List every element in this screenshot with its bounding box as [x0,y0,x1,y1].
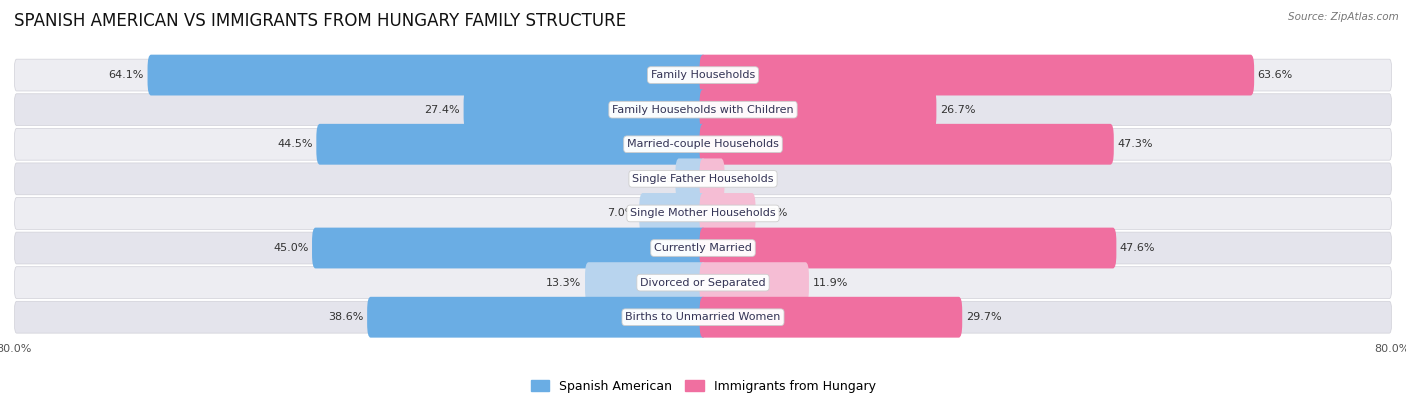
Text: 47.3%: 47.3% [1118,139,1153,149]
Text: 7.0%: 7.0% [607,209,636,218]
Text: 64.1%: 64.1% [108,70,143,80]
FancyBboxPatch shape [14,267,1392,299]
Text: Currently Married: Currently Married [654,243,752,253]
Text: 47.6%: 47.6% [1119,243,1156,253]
FancyBboxPatch shape [700,262,808,303]
Text: 44.5%: 44.5% [277,139,314,149]
FancyBboxPatch shape [14,301,1392,333]
Text: Married-couple Households: Married-couple Households [627,139,779,149]
FancyBboxPatch shape [14,128,1392,160]
FancyBboxPatch shape [14,198,1392,229]
Text: 2.1%: 2.1% [728,174,756,184]
Text: 45.0%: 45.0% [273,243,308,253]
Text: Single Mother Households: Single Mother Households [630,209,776,218]
FancyBboxPatch shape [14,163,1392,195]
FancyBboxPatch shape [464,89,706,130]
FancyBboxPatch shape [585,262,706,303]
FancyBboxPatch shape [700,228,1116,269]
FancyBboxPatch shape [700,158,724,199]
Text: 2.8%: 2.8% [644,174,672,184]
FancyBboxPatch shape [367,297,706,338]
FancyBboxPatch shape [675,158,706,199]
Text: Births to Unmarried Women: Births to Unmarried Women [626,312,780,322]
Text: 26.7%: 26.7% [939,105,976,115]
Text: 29.7%: 29.7% [966,312,1001,322]
FancyBboxPatch shape [700,55,1254,96]
Text: SPANISH AMERICAN VS IMMIGRANTS FROM HUNGARY FAMILY STRUCTURE: SPANISH AMERICAN VS IMMIGRANTS FROM HUNG… [14,12,626,30]
FancyBboxPatch shape [14,59,1392,91]
FancyBboxPatch shape [700,297,962,338]
Text: Single Father Households: Single Father Households [633,174,773,184]
FancyBboxPatch shape [14,94,1392,126]
Text: 38.6%: 38.6% [329,312,364,322]
FancyBboxPatch shape [640,193,706,234]
Text: 63.6%: 63.6% [1257,70,1294,80]
Text: 13.3%: 13.3% [547,278,582,288]
Text: Family Households with Children: Family Households with Children [612,105,794,115]
Text: Divorced or Separated: Divorced or Separated [640,278,766,288]
Text: Source: ZipAtlas.com: Source: ZipAtlas.com [1288,12,1399,22]
Text: 11.9%: 11.9% [813,278,848,288]
FancyBboxPatch shape [316,124,706,165]
Text: 5.7%: 5.7% [759,209,787,218]
Text: 27.4%: 27.4% [425,105,460,115]
FancyBboxPatch shape [14,232,1392,264]
Text: Family Households: Family Households [651,70,755,80]
FancyBboxPatch shape [312,228,706,269]
Legend: Spanish American, Immigrants from Hungary: Spanish American, Immigrants from Hungar… [526,375,880,395]
FancyBboxPatch shape [700,89,936,130]
FancyBboxPatch shape [148,55,706,96]
FancyBboxPatch shape [700,124,1114,165]
FancyBboxPatch shape [700,193,755,234]
